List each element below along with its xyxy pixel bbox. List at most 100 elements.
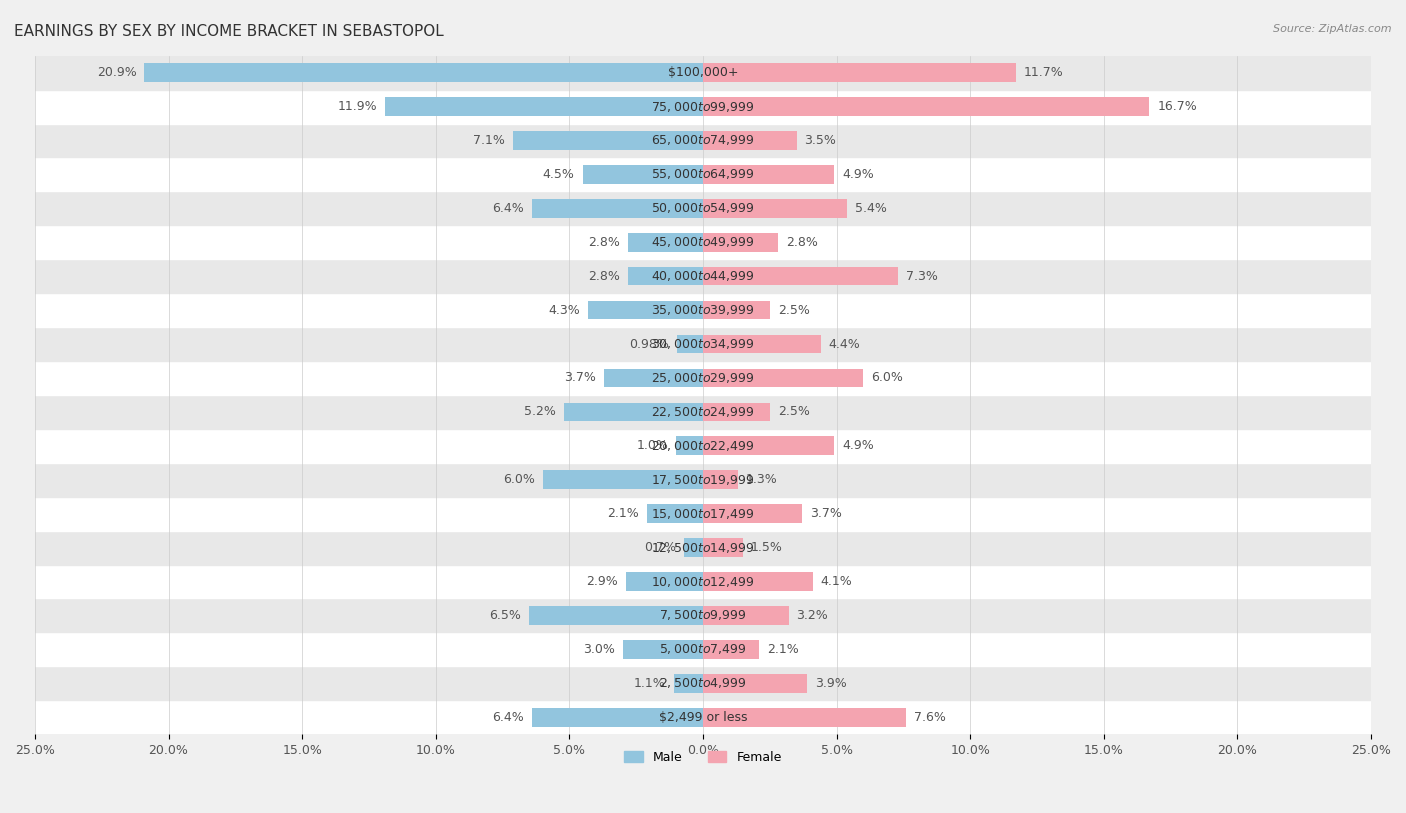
Bar: [703, 471, 738, 489]
Text: 1.3%: 1.3%: [745, 473, 778, 486]
Bar: [35, 55, 1371, 89]
Bar: [582, 165, 703, 184]
Text: 4.3%: 4.3%: [548, 303, 581, 316]
Bar: [676, 335, 703, 354]
Text: 2.8%: 2.8%: [588, 270, 620, 283]
Bar: [703, 199, 848, 218]
Bar: [385, 98, 703, 116]
Text: 2.1%: 2.1%: [768, 643, 799, 656]
Text: 5.2%: 5.2%: [524, 406, 555, 419]
Text: 2.5%: 2.5%: [778, 303, 810, 316]
Bar: [703, 301, 770, 320]
Bar: [35, 633, 1371, 667]
Text: 4.1%: 4.1%: [821, 575, 852, 588]
Text: 0.98%: 0.98%: [628, 337, 669, 350]
Text: 4.9%: 4.9%: [842, 168, 873, 180]
Bar: [703, 63, 1015, 82]
Bar: [703, 504, 801, 523]
Text: $7,500 to $9,999: $7,500 to $9,999: [659, 608, 747, 623]
Bar: [673, 674, 703, 693]
Bar: [703, 233, 778, 251]
Bar: [703, 640, 759, 659]
Bar: [703, 402, 770, 421]
Text: 2.8%: 2.8%: [588, 236, 620, 249]
Text: 0.7%: 0.7%: [644, 541, 676, 554]
Text: $15,000 to $17,499: $15,000 to $17,499: [651, 506, 755, 520]
Text: 11.9%: 11.9%: [337, 100, 377, 113]
Bar: [35, 667, 1371, 700]
Text: 3.0%: 3.0%: [583, 643, 614, 656]
Bar: [35, 89, 1371, 124]
Bar: [703, 572, 813, 591]
Bar: [145, 63, 703, 82]
Text: 6.0%: 6.0%: [872, 372, 903, 385]
Bar: [531, 199, 703, 218]
Bar: [703, 267, 898, 285]
Bar: [35, 564, 1371, 598]
Bar: [35, 598, 1371, 633]
Text: 11.7%: 11.7%: [1024, 66, 1063, 79]
Text: 4.9%: 4.9%: [842, 439, 873, 452]
Text: Source: ZipAtlas.com: Source: ZipAtlas.com: [1274, 24, 1392, 34]
Text: 5.4%: 5.4%: [855, 202, 887, 215]
Text: $17,500 to $19,999: $17,500 to $19,999: [651, 472, 755, 487]
Text: 6.4%: 6.4%: [492, 202, 524, 215]
Text: $55,000 to $64,999: $55,000 to $64,999: [651, 167, 755, 181]
Text: $50,000 to $54,999: $50,000 to $54,999: [651, 202, 755, 215]
Text: 1.5%: 1.5%: [751, 541, 783, 554]
Text: $12,500 to $14,999: $12,500 to $14,999: [651, 541, 755, 554]
Text: 7.6%: 7.6%: [914, 711, 946, 724]
Bar: [605, 368, 703, 387]
Bar: [628, 233, 703, 251]
Text: 6.0%: 6.0%: [503, 473, 534, 486]
Text: $22,500 to $24,999: $22,500 to $24,999: [651, 405, 755, 419]
Text: $20,000 to $22,499: $20,000 to $22,499: [651, 439, 755, 453]
Bar: [703, 437, 834, 455]
Text: 20.9%: 20.9%: [97, 66, 136, 79]
Text: 3.2%: 3.2%: [797, 609, 828, 622]
Bar: [626, 572, 703, 591]
Text: $2,499 or less: $2,499 or less: [659, 711, 747, 724]
Bar: [685, 538, 703, 557]
Bar: [35, 531, 1371, 564]
Text: 3.7%: 3.7%: [810, 507, 842, 520]
Text: 2.1%: 2.1%: [607, 507, 638, 520]
Text: $100,000+: $100,000+: [668, 66, 738, 79]
Text: $65,000 to $74,999: $65,000 to $74,999: [651, 133, 755, 147]
Bar: [676, 437, 703, 455]
Text: 1.1%: 1.1%: [634, 676, 665, 689]
Bar: [35, 497, 1371, 531]
Bar: [35, 259, 1371, 293]
Text: $2,500 to $4,999: $2,500 to $4,999: [659, 676, 747, 690]
Bar: [564, 402, 703, 421]
Text: 4.5%: 4.5%: [543, 168, 575, 180]
Bar: [703, 538, 744, 557]
Text: 6.5%: 6.5%: [489, 609, 522, 622]
Bar: [35, 700, 1371, 734]
Bar: [35, 225, 1371, 259]
Bar: [703, 98, 1149, 116]
Text: 3.7%: 3.7%: [564, 372, 596, 385]
Text: 4.4%: 4.4%: [828, 337, 860, 350]
Text: 7.1%: 7.1%: [474, 134, 505, 147]
Bar: [703, 368, 863, 387]
Bar: [35, 124, 1371, 158]
Text: $5,000 to $7,499: $5,000 to $7,499: [659, 642, 747, 656]
Bar: [35, 158, 1371, 191]
Bar: [531, 708, 703, 727]
Bar: [703, 674, 807, 693]
Bar: [35, 361, 1371, 395]
Text: $10,000 to $12,499: $10,000 to $12,499: [651, 575, 755, 589]
Bar: [703, 335, 821, 354]
Text: $30,000 to $34,999: $30,000 to $34,999: [651, 337, 755, 351]
Text: 16.7%: 16.7%: [1157, 100, 1197, 113]
Bar: [35, 327, 1371, 361]
Bar: [35, 395, 1371, 428]
Bar: [35, 191, 1371, 225]
Bar: [588, 301, 703, 320]
Bar: [703, 131, 797, 150]
Bar: [703, 165, 834, 184]
Legend: Male, Female: Male, Female: [619, 746, 787, 768]
Bar: [703, 606, 789, 624]
Text: 2.8%: 2.8%: [786, 236, 818, 249]
